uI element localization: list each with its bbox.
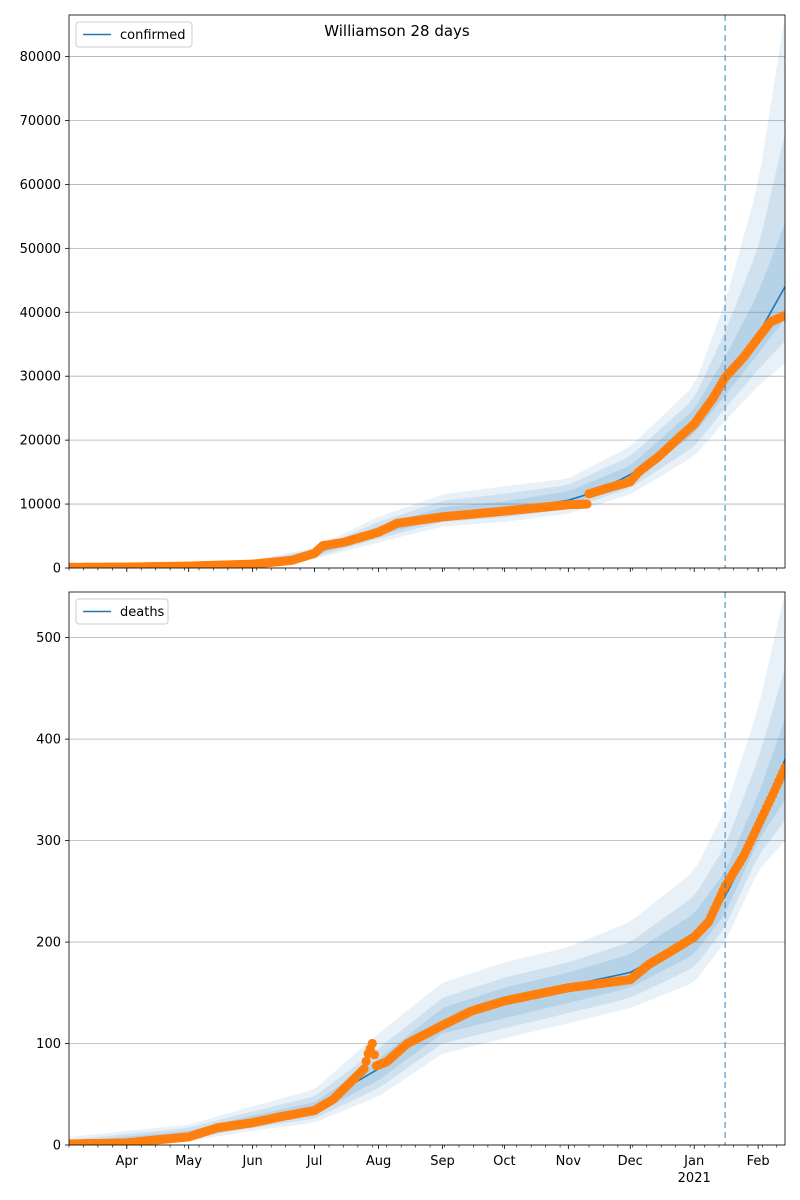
- x-tick-label-Jun: Jun: [241, 1154, 262, 1169]
- observed-point: [582, 499, 592, 509]
- legend-label: deaths: [120, 605, 165, 620]
- observed-point: [780, 762, 785, 773]
- y-tick-label-10000: 10000: [20, 498, 61, 513]
- uncertainty-band-2: [69, 222, 785, 568]
- y-tick-label-300: 300: [36, 834, 61, 849]
- y-tick-label-0: 0: [53, 1139, 61, 1154]
- y-tick-label-200: 200: [36, 936, 61, 951]
- x-tick-label-Oct: Oct: [493, 1154, 515, 1169]
- axes-frame: [68, 14, 786, 569]
- x-year-label: 2021: [678, 1171, 711, 1186]
- x-tick-label-Jul: Jul: [306, 1154, 323, 1169]
- uncertainty-band-1: [69, 668, 785, 1145]
- x-tick-label-Sep: Sep: [430, 1154, 455, 1169]
- y-tick-label-400: 400: [36, 733, 61, 748]
- y-tick-label-20000: 20000: [20, 434, 61, 449]
- x-tick-label-Feb: Feb: [747, 1154, 770, 1169]
- x-tick-label-Apr: Apr: [116, 1154, 139, 1169]
- y-tick-label-100: 100: [36, 1037, 61, 1052]
- x-tick-label-Dec: Dec: [618, 1154, 643, 1169]
- uncertainty-band-0: [69, 592, 785, 1145]
- y-tick-label-50000: 50000: [20, 242, 61, 257]
- observed-point: [367, 1038, 377, 1049]
- y-tick-label-30000: 30000: [20, 370, 61, 385]
- y-tick-label-0: 0: [53, 562, 61, 577]
- y-tick-label-60000: 60000: [20, 178, 61, 193]
- observed-markers: [69, 762, 785, 1145]
- legend: deaths: [75, 598, 169, 625]
- legend: confirmed: [75, 21, 193, 48]
- deaths-panel: 0 100 200 300 400 500 Apr May Jun Jul Aug Sep Oct Nov…: [36, 591, 786, 1186]
- plot-area: [69, 592, 785, 1145]
- plot-area: [69, 15, 785, 568]
- axes-frame: [68, 591, 786, 1146]
- confirmed-panel: 0 10000 20000 30000 40000 50000 60000 70000 8000…: [20, 14, 786, 577]
- observed-markers: [69, 310, 785, 568]
- x-tick-label-Nov: Nov: [556, 1154, 582, 1169]
- legend-box: [75, 598, 169, 625]
- observed-point: [359, 1064, 369, 1074]
- y-tick-label-500: 500: [36, 631, 61, 646]
- observed-point: [361, 1056, 371, 1066]
- chart-title: Williamson 28 days: [324, 22, 470, 40]
- x-tick-label-Aug: Aug: [366, 1154, 391, 1169]
- observed-point: [780, 310, 785, 321]
- observed-point: [369, 1050, 379, 1060]
- y-tick-label-70000: 70000: [20, 114, 61, 129]
- y-tick-label-40000: 40000: [20, 306, 61, 321]
- x-tick-label-Jan: Jan: [683, 1154, 704, 1169]
- legend-box: [75, 21, 193, 48]
- x-tick-label-May: May: [175, 1154, 202, 1169]
- y-tick-label-80000: 80000: [20, 50, 61, 65]
- legend-label: confirmed: [120, 28, 186, 43]
